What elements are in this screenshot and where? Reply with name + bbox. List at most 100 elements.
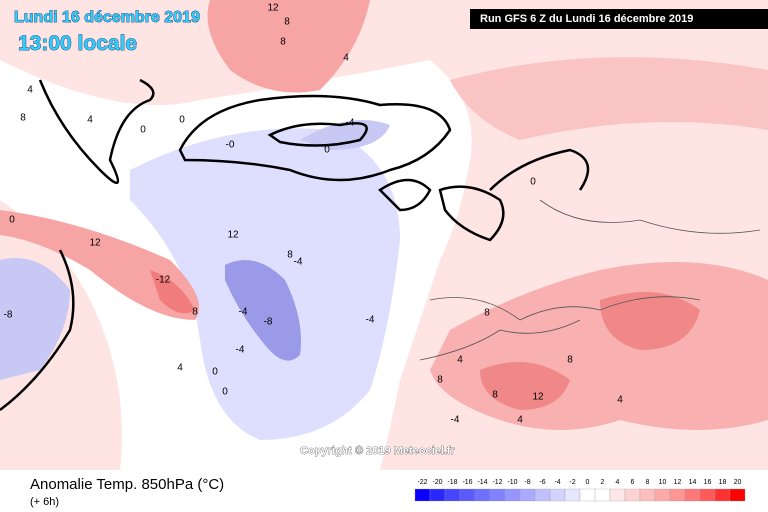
colorbar-label: 8 bbox=[646, 479, 650, 486]
colorbar-swatch bbox=[414, 488, 431, 502]
contour-label: 8 bbox=[284, 17, 290, 28]
contour-label: 8 bbox=[437, 375, 443, 386]
colorbar-swatch bbox=[594, 488, 611, 502]
colorbar-swatch bbox=[444, 488, 461, 502]
colorbar-label: 0 bbox=[586, 479, 590, 486]
colorbar-label: -18 bbox=[447, 479, 457, 486]
contour-label: 4 bbox=[87, 115, 93, 126]
contour-label: 8 bbox=[280, 37, 286, 48]
border bbox=[419, 319, 581, 361]
cold-core bbox=[225, 260, 301, 361]
colorbar-label: -6 bbox=[539, 479, 545, 486]
contour-label: 4 bbox=[343, 53, 349, 64]
run-label: Run GFS 6 Z du Lundi 16 décembre 2019 bbox=[480, 13, 693, 25]
colorbar-label: 2 bbox=[601, 479, 605, 486]
coastline bbox=[0, 249, 75, 411]
contour-label: 4 bbox=[457, 355, 463, 366]
contour-label: -4 bbox=[451, 415, 460, 426]
coastline bbox=[378, 178, 432, 212]
colorbar-label: -12 bbox=[492, 479, 502, 486]
contour-label: 12 bbox=[227, 230, 239, 241]
colorbar-label: 4 bbox=[616, 479, 620, 486]
contour-label: 12 bbox=[89, 238, 101, 249]
contour-label: 0 bbox=[9, 215, 15, 226]
contour-label: 8 bbox=[567, 355, 573, 366]
colorbar-label: -20 bbox=[432, 479, 442, 486]
cold-anomaly bbox=[0, 258, 70, 380]
contour-label: -0 bbox=[226, 140, 235, 151]
coastline bbox=[489, 148, 590, 191]
contour-label: 8 bbox=[192, 307, 198, 318]
colorbar-label: 16 bbox=[704, 479, 712, 486]
colorbar-swatch bbox=[459, 488, 476, 502]
contour-label: 0 bbox=[212, 367, 218, 378]
contour-label: -8 bbox=[264, 317, 273, 328]
colorbar-label: -2 bbox=[569, 479, 575, 486]
contour-label: 0 bbox=[324, 145, 330, 156]
contour-label: -4 bbox=[366, 315, 375, 326]
colorbar-label: -8 bbox=[524, 479, 530, 486]
warm-anomaly bbox=[207, 0, 370, 93]
colorbar: -22 -20 -18 -16 -14 -12 -10 -8 -6 -4 -2 0 2 4 6 8 10 12 14… bbox=[414, 479, 746, 502]
contour-label: 8 bbox=[20, 113, 26, 124]
contour-label: 8 bbox=[492, 390, 498, 401]
colorbar-swatch bbox=[519, 488, 536, 502]
colorbar-label: 10 bbox=[659, 479, 667, 486]
colorbar-label: -16 bbox=[462, 479, 472, 486]
colorbar-swatch bbox=[429, 488, 446, 502]
colorbar-swatch bbox=[534, 488, 551, 502]
contour-label: 4 bbox=[617, 395, 623, 406]
colorbar-label: 18 bbox=[719, 479, 727, 486]
contour-label: -4 bbox=[346, 118, 355, 129]
colorbar-swatch bbox=[729, 488, 746, 502]
coastlines bbox=[0, 78, 590, 411]
coastline bbox=[267, 122, 368, 147]
run-box bbox=[470, 9, 768, 29]
colorbar-swatch bbox=[609, 488, 626, 502]
colorbar-swatch bbox=[624, 488, 641, 502]
colorbar-label: -22 bbox=[417, 479, 427, 486]
coastline bbox=[38, 78, 155, 184]
map-time: 13:00 locale bbox=[18, 32, 137, 55]
warm-core bbox=[600, 292, 700, 350]
legend-subtitle: (+ 6h) bbox=[30, 496, 59, 508]
colorbar-label: 12 bbox=[674, 479, 682, 486]
colorbar-swatch bbox=[579, 488, 596, 502]
contour-label: 12 bbox=[267, 3, 279, 14]
contour-label: 12 bbox=[532, 392, 544, 403]
contour-label: 8 bbox=[287, 250, 293, 261]
contour-label: 4 bbox=[177, 363, 183, 374]
border bbox=[429, 296, 701, 321]
contour-label: 0 bbox=[140, 125, 146, 136]
colorbar-swatch bbox=[639, 488, 656, 502]
colorbar-label: -4 bbox=[554, 479, 560, 486]
contour-label: -4 bbox=[239, 307, 248, 318]
colorbar-label: 14 bbox=[689, 479, 697, 486]
border bbox=[539, 199, 761, 234]
contour-label: -4 bbox=[294, 257, 303, 268]
contour-label: 4 bbox=[517, 415, 523, 426]
colorbar-label: -14 bbox=[477, 479, 487, 486]
coastline bbox=[178, 94, 452, 182]
colorbar-label: 20 bbox=[734, 479, 742, 486]
colorbar-swatch bbox=[699, 488, 716, 502]
contour-label: 0 bbox=[222, 387, 228, 398]
colorbar-swatch bbox=[504, 488, 521, 502]
copyright: Copyright © 2019 Meteociel.fr bbox=[300, 445, 456, 457]
contour-label: 4 bbox=[27, 85, 33, 96]
colorbar-swatch bbox=[549, 488, 566, 502]
contour-label: -8 bbox=[4, 310, 13, 321]
colorbar-swatch bbox=[714, 488, 731, 502]
warm-core bbox=[480, 362, 570, 410]
colorbar-swatch bbox=[489, 488, 506, 502]
contour-label: 8 bbox=[484, 308, 490, 319]
colorbar-swatch bbox=[474, 488, 491, 502]
contour-label: 0 bbox=[530, 177, 536, 188]
warm-anomaly bbox=[0, 210, 200, 320]
colorbar-swatch bbox=[684, 488, 701, 502]
warm-core bbox=[150, 270, 195, 314]
colorbar-swatch bbox=[654, 488, 671, 502]
